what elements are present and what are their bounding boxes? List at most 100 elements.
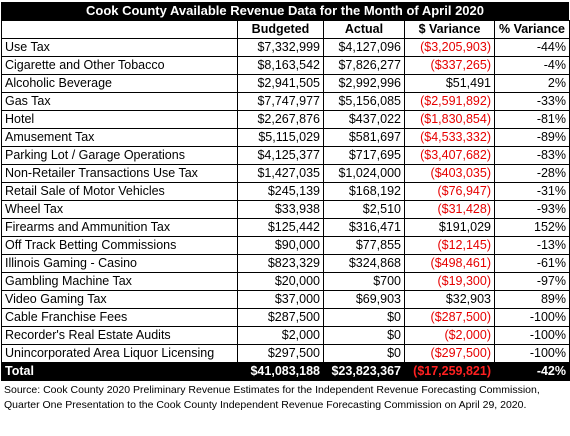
revenue-table: Budgeted Actual $ Variance % Variance Us… [1, 20, 570, 381]
header-actual: Actual [323, 20, 405, 39]
row-actual: $168,192 [323, 182, 405, 201]
row-label: Retail Sale of Motor Vehicles [1, 182, 238, 201]
table-row: Unincorporated Area Liquor Licensing $297… [1, 344, 570, 363]
row-dollar-variance: ($1,830,854) [404, 110, 495, 129]
table-row: Gambling Machine Tax $20,000 $700 ($19,300)… [1, 272, 570, 291]
row-percent-variance: -44% [494, 38, 570, 57]
row-budgeted: $2,267,876 [237, 110, 324, 129]
row-dollar-variance: ($2,000) [404, 326, 495, 345]
row-percent-variance: -33% [494, 92, 570, 111]
row-budgeted: $1,427,035 [237, 164, 324, 183]
row-percent-variance: -93% [494, 200, 570, 219]
table-row: Hotel $2,267,876 $437,022 ($1,830,854) -81% [1, 110, 570, 129]
row-actual: $581,697 [323, 128, 405, 147]
total-budgeted: $41,083,188 [237, 362, 324, 381]
row-label: Cigarette and Other Tobacco [1, 56, 238, 75]
row-budgeted: $823,329 [237, 254, 324, 273]
row-percent-variance: 152% [494, 218, 570, 237]
row-percent-variance: 89% [494, 290, 570, 309]
row-percent-variance: -28% [494, 164, 570, 183]
row-percent-variance: -100% [494, 326, 570, 345]
row-budgeted: $4,125,377 [237, 146, 324, 165]
header-percent-variance: % Variance [494, 20, 570, 39]
row-dollar-variance: ($498,461) [404, 254, 495, 273]
row-label: Recorder's Real Estate Audits [1, 326, 238, 345]
row-label: Video Gaming Tax [1, 290, 238, 309]
row-dollar-variance: $191,029 [404, 218, 495, 237]
row-label: Alcoholic Beverage [1, 74, 238, 93]
row-budgeted: $20,000 [237, 272, 324, 291]
row-percent-variance: -89% [494, 128, 570, 147]
row-label: Illinois Gaming - Casino [1, 254, 238, 273]
total-dollar-variance: ($17,259,821) [404, 362, 495, 381]
table-row: Illinois Gaming - Casino $823,329 $324,868… [1, 254, 570, 273]
row-actual: $316,471 [323, 218, 405, 237]
table-row: Cable Franchise Fees $287,500 $0 ($287,500)… [1, 308, 570, 327]
row-budgeted: $8,163,542 [237, 56, 324, 75]
row-label: Unincorporated Area Liquor Licensing [1, 344, 238, 363]
row-budgeted: $90,000 [237, 236, 324, 255]
table-row: Use Tax $7,332,999 $4,127,096 ($3,205,903) -… [1, 38, 570, 57]
row-dollar-variance: $32,903 [404, 290, 495, 309]
row-percent-variance: -4% [494, 56, 570, 75]
header-dollar-variance: $ Variance [404, 20, 495, 39]
row-actual: $437,022 [323, 110, 405, 129]
row-dollar-variance: ($12,145) [404, 236, 495, 255]
row-actual: $324,868 [323, 254, 405, 273]
row-budgeted: $2,000 [237, 326, 324, 345]
row-dollar-variance: ($2,591,892) [404, 92, 495, 111]
row-percent-variance: -81% [494, 110, 570, 129]
row-percent-variance: -97% [494, 272, 570, 291]
row-label: Hotel [1, 110, 238, 129]
row-dollar-variance: ($3,407,682) [404, 146, 495, 165]
row-actual: $0 [323, 344, 405, 363]
row-percent-variance: -100% [494, 344, 570, 363]
table-body: Use Tax $7,332,999 $4,127,096 ($3,205,903) -… [1, 38, 570, 363]
row-actual: $7,826,277 [323, 56, 405, 75]
row-budgeted: $125,442 [237, 218, 324, 237]
row-budgeted: $37,000 [237, 290, 324, 309]
table-row: Wheel Tax $33,938 $2,510 ($31,428) -93% [1, 200, 570, 219]
total-percent-variance: -42% [494, 362, 570, 381]
row-percent-variance: -61% [494, 254, 570, 273]
table-row: Non-Retailer Transactions Use Tax $1,427,… [1, 164, 570, 183]
row-actual: $69,903 [323, 290, 405, 309]
row-budgeted: $245,139 [237, 182, 324, 201]
total-row: Total $41,083,188 $23,823,367 ($17,259,8… [1, 362, 570, 381]
table-row: Cigarette and Other Tobacco $8,163,542 $7,… [1, 56, 570, 75]
row-label: Gas Tax [1, 92, 238, 111]
row-label: Use Tax [1, 38, 238, 57]
row-percent-variance: -31% [494, 182, 570, 201]
row-dollar-variance: ($76,947) [404, 182, 495, 201]
row-dollar-variance: ($4,533,332) [404, 128, 495, 147]
row-dollar-variance: ($337,265) [404, 56, 495, 75]
row-budgeted: $33,938 [237, 200, 324, 219]
row-label: Firearms and Ammunition Tax [1, 218, 238, 237]
row-actual: $5,156,085 [323, 92, 405, 111]
row-actual: $717,695 [323, 146, 405, 165]
table-row: Amusement Tax $5,115,029 $581,697 ($4,533,3… [1, 128, 570, 147]
row-budgeted: $7,332,999 [237, 38, 324, 57]
row-dollar-variance: ($287,500) [404, 308, 495, 327]
row-budgeted: $5,115,029 [237, 128, 324, 147]
row-actual: $0 [323, 326, 405, 345]
row-actual: $2,992,996 [323, 74, 405, 93]
row-dollar-variance: ($297,500) [404, 344, 495, 363]
row-label: Wheel Tax [1, 200, 238, 219]
table-row: Retail Sale of Motor Vehicles $245,139 $16… [1, 182, 570, 201]
row-actual: $4,127,096 [323, 38, 405, 57]
row-percent-variance: -83% [494, 146, 570, 165]
row-actual: $700 [323, 272, 405, 291]
row-percent-variance: -13% [494, 236, 570, 255]
row-percent-variance: -100% [494, 308, 570, 327]
row-percent-variance: 2% [494, 74, 570, 93]
row-budgeted: $7,747,977 [237, 92, 324, 111]
table-row: Firearms and Ammunition Tax $125,442 $316,… [1, 218, 570, 237]
row-dollar-variance: ($31,428) [404, 200, 495, 219]
table-row: Recorder's Real Estate Audits $2,000 $0 ($2… [1, 326, 570, 345]
row-label: Off Track Betting Commissions [1, 236, 238, 255]
table-row: Parking Lot / Garage Operations $4,125,37… [1, 146, 570, 165]
source-note: Source: Cook County 2020 Preliminary Rev… [4, 384, 540, 411]
row-budgeted: $287,500 [237, 308, 324, 327]
row-actual: $2,510 [323, 200, 405, 219]
